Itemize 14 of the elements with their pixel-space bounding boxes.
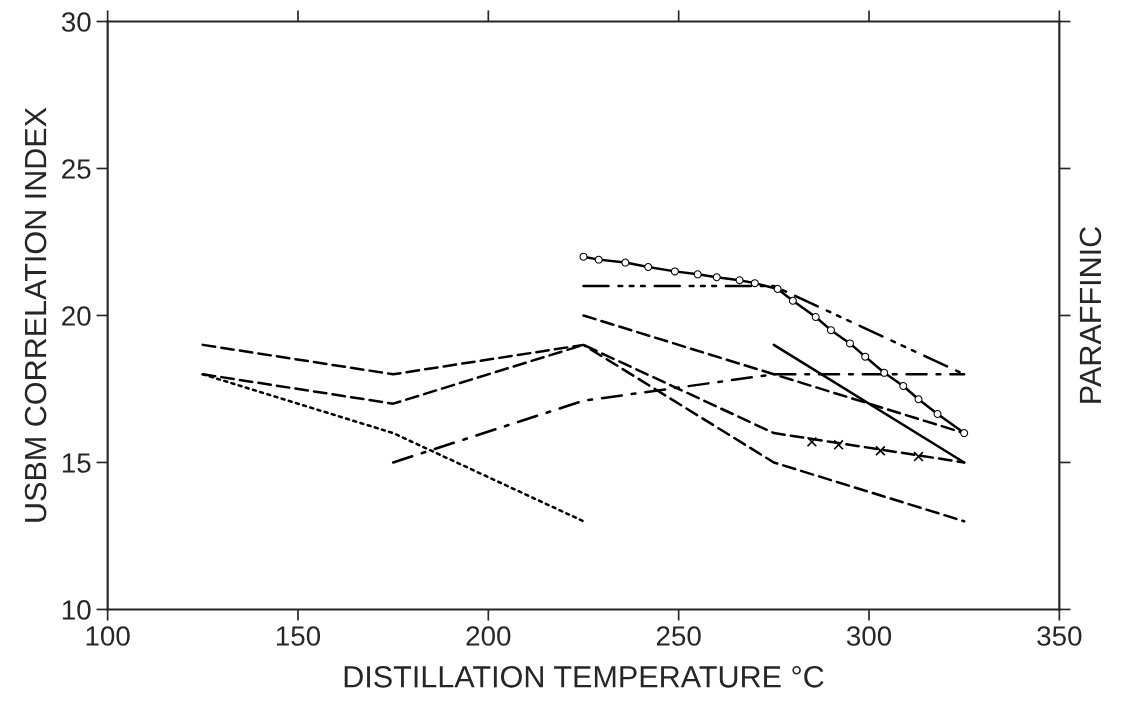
y-axis-title: USBM CORRELATION INDEX	[24, 107, 47, 522]
x-tick-label: 100	[86, 626, 130, 646]
y-tick-label: 15	[62, 453, 91, 473]
x-axis-title: DISTILLATION TEMPERATURE °C	[344, 666, 824, 688]
y-tick-label: 25	[62, 159, 91, 179]
x-tick-label: 350	[1037, 626, 1082, 646]
x-tick-label: 200	[466, 626, 511, 646]
x-tick-label: 250	[656, 626, 701, 646]
y2-axis-title: PARAFFINIC	[1079, 226, 1102, 403]
x-tick-label: 150	[276, 626, 321, 646]
y-tick-label: 30	[61, 12, 91, 32]
y-tick-label: 10	[62, 600, 91, 620]
x-tick-label: 300	[846, 626, 892, 646]
y-tick-label: 20	[62, 306, 91, 326]
